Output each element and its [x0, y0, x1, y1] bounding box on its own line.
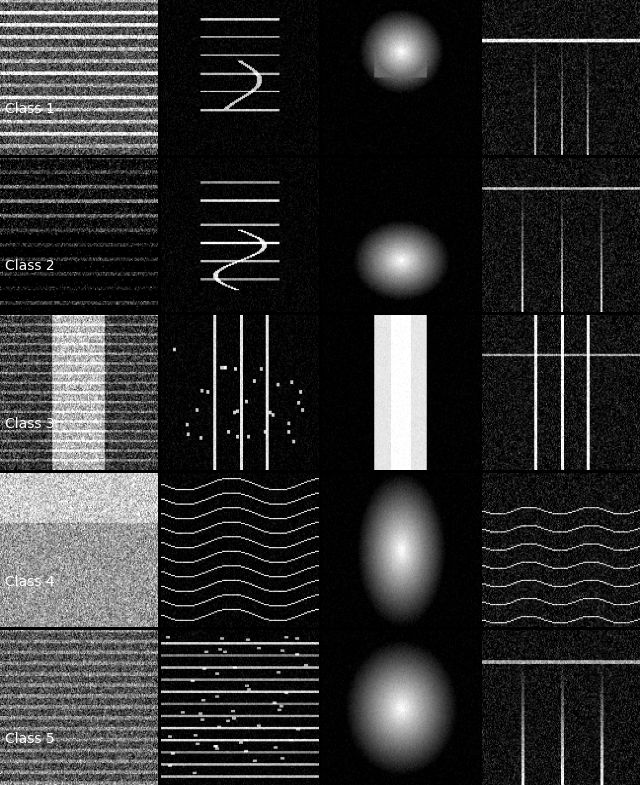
Text: Class 3: Class 3	[5, 417, 55, 431]
Text: Class 4: Class 4	[5, 575, 55, 589]
Text: Class 2: Class 2	[5, 259, 55, 273]
Text: Class 5: Class 5	[5, 732, 55, 747]
Text: Class 1: Class 1	[5, 102, 55, 115]
